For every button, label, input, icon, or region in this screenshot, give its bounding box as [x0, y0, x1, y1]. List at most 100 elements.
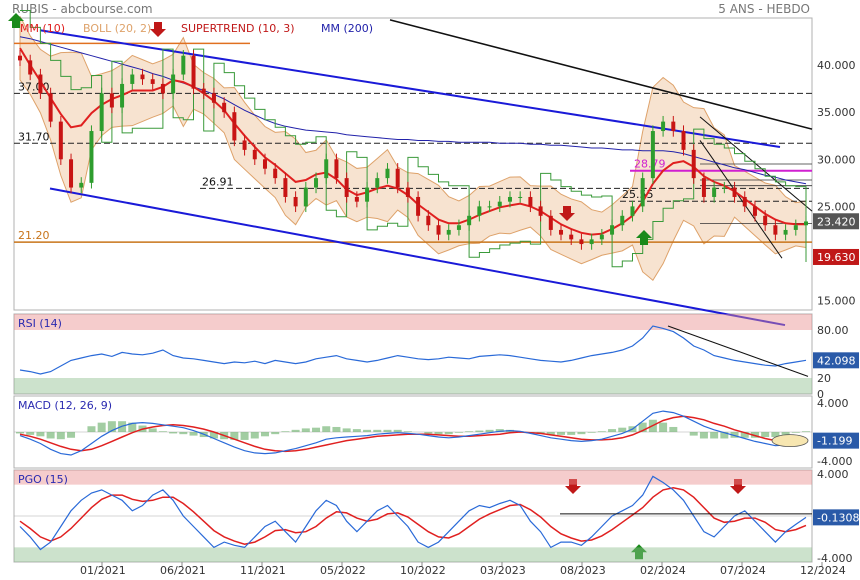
candle-body — [701, 178, 706, 197]
candle-body — [150, 79, 155, 84]
macd-histogram-bar — [720, 432, 729, 439]
candle-body — [242, 140, 247, 150]
sell-arrow-icon — [730, 479, 746, 494]
chart-header-title: RUBIS - abcbourse.com — [12, 2, 153, 16]
macd-histogram-bar — [444, 432, 453, 435]
candle-body — [671, 121, 676, 132]
sell-arrow-icon — [559, 206, 575, 221]
rsi-title: RSI (14) — [18, 317, 62, 330]
candle-body — [354, 196, 359, 202]
candle-body — [446, 229, 451, 235]
macd-histogram-bar — [87, 426, 96, 432]
macd-histogram-bar — [567, 432, 576, 435]
macd-histogram-bar — [638, 422, 647, 432]
candle-body — [579, 239, 584, 245]
macd-panel-frame — [13, 395, 813, 469]
macd-histogram-bar — [373, 429, 382, 432]
short-downtrend-line-2 — [699, 140, 783, 259]
mm200-line — [19, 36, 807, 185]
macd-histogram-bar — [179, 432, 188, 435]
macd-histogram-bar — [128, 422, 137, 432]
chart-period-label: 5 ANS - HEBDO — [718, 2, 810, 16]
pgo-line — [19, 475, 807, 551]
macd-line — [19, 410, 807, 456]
macd-histogram-bar — [16, 432, 24, 434]
macd-histogram-bar — [271, 432, 280, 435]
candle-body — [507, 196, 512, 202]
level-label-37.00: 37.00 — [18, 80, 50, 93]
macd-histogram-bar — [383, 429, 392, 432]
level-label-25.55: 25.55 — [622, 188, 654, 201]
macd-histogram-bar — [26, 432, 35, 435]
macd-y-tick: -4.000 — [817, 455, 852, 468]
macd-histogram-bar — [669, 426, 678, 432]
rsi-value-badge — [813, 352, 859, 369]
x-tick-label: 12/2024 — [800, 564, 846, 577]
sell-arrow-icon — [150, 22, 166, 37]
pgo-title: PGO (15) — [18, 473, 68, 486]
candle-body — [773, 225, 778, 235]
x-tick-label: 07/2024 — [720, 564, 766, 577]
macd-histogram-bar — [67, 432, 76, 438]
macd-histogram-bar — [771, 432, 780, 438]
candle-body — [620, 215, 625, 226]
macd-histogram-bar — [730, 432, 739, 438]
price-y-tick: 20.000 — [817, 247, 856, 260]
candle-body — [28, 60, 33, 75]
candle-body — [120, 83, 125, 108]
macd-histogram-bar — [240, 432, 249, 440]
candle-body — [303, 187, 308, 207]
candle-body — [630, 206, 635, 216]
rsi-trend-line — [667, 325, 809, 377]
candle-body — [497, 201, 502, 207]
macd-histogram-bar — [230, 432, 239, 440]
candle-body — [130, 74, 135, 84]
legend-entry: MM (200) — [321, 22, 373, 35]
candle-body — [732, 187, 737, 197]
macd-histogram-bar — [322, 426, 331, 432]
macd-histogram-bar — [505, 429, 514, 432]
macd-histogram-bar — [628, 426, 637, 432]
pgo-last-value: -0.1308 — [817, 511, 859, 524]
macd-histogram-bar — [199, 432, 208, 438]
macd-histogram-bar — [342, 428, 351, 432]
short-downtrend-line — [699, 116, 813, 212]
macd-histogram-bar — [46, 432, 55, 439]
price-y-tick: 40.000 — [817, 59, 856, 72]
macd-histogram-bar — [260, 432, 269, 437]
macd-histogram-bar — [802, 431, 810, 432]
pgo-zone — [14, 547, 812, 562]
legend-entry: BOLL (20, 2) — [83, 22, 151, 35]
macd-histogram-bar — [740, 432, 749, 438]
macd-histogram-bar — [393, 429, 402, 432]
rsi-line — [19, 325, 807, 375]
candle-body — [38, 74, 43, 94]
macd-histogram-bar — [750, 432, 759, 438]
level-label-28.79: 28.79 — [634, 158, 666, 171]
macd-histogram-bar — [781, 432, 790, 435]
macd-histogram-bar — [301, 428, 310, 432]
x-tick-label: 01/2021 — [80, 564, 126, 577]
candle-body — [252, 149, 257, 160]
legend-entry: MM (10) — [20, 22, 65, 35]
candle-body — [742, 196, 747, 207]
macd-histogram-bar — [536, 432, 545, 435]
candle-body — [140, 74, 145, 80]
candle-body — [456, 225, 461, 230]
candle-body — [722, 187, 727, 189]
supertrend-value: 19.630 — [817, 251, 856, 264]
x-tick-label: 03/2023 — [480, 564, 526, 577]
macd-histogram-bar — [689, 432, 698, 436]
candle-body — [99, 93, 104, 132]
supertrend-line — [20, 10, 807, 268]
macd-histogram-bar — [291, 429, 300, 432]
candle-body — [804, 221, 808, 226]
candle-body — [171, 74, 176, 94]
price-y-tick: 35.000 — [817, 106, 856, 119]
macd-histogram-bar — [148, 428, 157, 432]
candle-body — [589, 239, 594, 245]
price-y-tick: 15.000 — [817, 295, 856, 308]
candle-body — [661, 121, 666, 132]
x-tick-label: 08/2023 — [560, 564, 606, 577]
candle-body — [385, 168, 390, 179]
